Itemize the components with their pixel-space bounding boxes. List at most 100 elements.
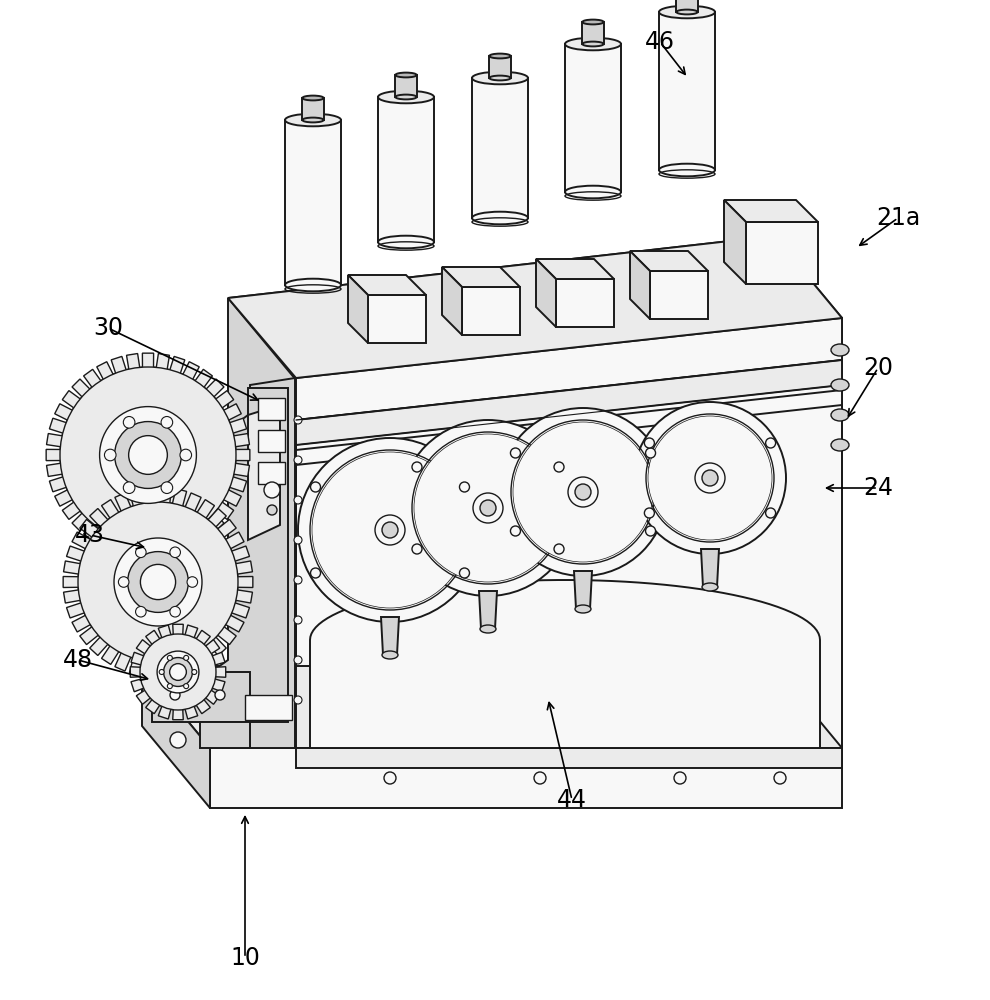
Polygon shape <box>472 78 528 218</box>
Circle shape <box>124 416 135 428</box>
Circle shape <box>511 526 521 536</box>
Circle shape <box>644 508 654 518</box>
Circle shape <box>294 656 302 664</box>
Polygon shape <box>462 287 520 335</box>
Circle shape <box>294 496 302 504</box>
Polygon shape <box>650 271 708 319</box>
Circle shape <box>294 616 302 624</box>
Circle shape <box>170 606 180 617</box>
Ellipse shape <box>831 344 849 356</box>
Circle shape <box>294 416 302 424</box>
Polygon shape <box>556 279 614 327</box>
Ellipse shape <box>831 409 849 421</box>
Circle shape <box>170 732 186 748</box>
Circle shape <box>192 669 197 675</box>
Circle shape <box>140 634 216 710</box>
Circle shape <box>645 526 655 536</box>
Circle shape <box>264 482 280 498</box>
Circle shape <box>167 655 172 660</box>
Circle shape <box>183 655 189 660</box>
Circle shape <box>554 544 564 554</box>
Ellipse shape <box>575 605 591 613</box>
Polygon shape <box>724 200 746 284</box>
Circle shape <box>60 367 236 543</box>
Circle shape <box>311 482 321 492</box>
Ellipse shape <box>480 625 496 633</box>
Polygon shape <box>296 318 842 748</box>
Circle shape <box>187 577 198 587</box>
Circle shape <box>124 482 135 494</box>
Polygon shape <box>701 549 719 587</box>
Circle shape <box>136 606 147 617</box>
Circle shape <box>382 522 398 538</box>
Circle shape <box>161 482 172 494</box>
Ellipse shape <box>472 72 528 84</box>
Ellipse shape <box>659 164 715 176</box>
Circle shape <box>765 438 775 448</box>
Circle shape <box>170 690 180 700</box>
Circle shape <box>169 664 186 680</box>
Circle shape <box>575 484 591 500</box>
Circle shape <box>534 772 546 784</box>
Text: 24: 24 <box>863 476 893 500</box>
Circle shape <box>159 669 164 675</box>
Circle shape <box>473 493 503 523</box>
Circle shape <box>400 420 576 596</box>
Polygon shape <box>152 672 250 722</box>
Ellipse shape <box>378 91 434 103</box>
Circle shape <box>129 436 167 474</box>
Polygon shape <box>676 0 698 12</box>
Polygon shape <box>248 405 280 540</box>
Circle shape <box>119 577 129 587</box>
Text: 44: 44 <box>557 788 587 812</box>
Circle shape <box>513 422 653 562</box>
Polygon shape <box>142 666 842 748</box>
Polygon shape <box>296 318 842 420</box>
Polygon shape <box>250 378 295 748</box>
Circle shape <box>100 407 196 503</box>
Ellipse shape <box>565 186 621 198</box>
Ellipse shape <box>582 42 604 46</box>
Polygon shape <box>479 591 497 629</box>
Circle shape <box>695 463 725 493</box>
Circle shape <box>78 502 238 662</box>
Circle shape <box>163 658 192 686</box>
Circle shape <box>267 505 277 515</box>
Ellipse shape <box>472 212 528 224</box>
Circle shape <box>412 462 422 472</box>
Polygon shape <box>630 251 650 319</box>
Circle shape <box>414 434 562 582</box>
Circle shape <box>644 438 654 448</box>
Circle shape <box>294 696 302 704</box>
Text: 10: 10 <box>230 946 260 970</box>
Ellipse shape <box>285 279 341 291</box>
Circle shape <box>115 422 181 488</box>
Ellipse shape <box>378 236 434 248</box>
Circle shape <box>554 462 564 472</box>
Ellipse shape <box>382 651 398 659</box>
Polygon shape <box>582 22 604 44</box>
Polygon shape <box>442 267 462 335</box>
Polygon shape <box>489 56 511 78</box>
Ellipse shape <box>489 54 511 58</box>
Polygon shape <box>131 624 226 720</box>
Polygon shape <box>210 748 842 808</box>
Text: 46: 46 <box>645 30 675 54</box>
Polygon shape <box>302 98 324 120</box>
Circle shape <box>104 449 116 461</box>
Polygon shape <box>258 462 285 484</box>
Polygon shape <box>245 695 292 720</box>
Polygon shape <box>142 666 210 808</box>
Polygon shape <box>565 44 621 192</box>
Circle shape <box>128 552 188 612</box>
Circle shape <box>311 568 321 578</box>
Circle shape <box>167 684 172 689</box>
Polygon shape <box>442 267 520 287</box>
Circle shape <box>375 515 405 545</box>
Ellipse shape <box>659 6 715 18</box>
Polygon shape <box>285 120 341 285</box>
Circle shape <box>459 482 469 492</box>
Text: 48: 48 <box>63 648 93 672</box>
Polygon shape <box>724 200 818 222</box>
Circle shape <box>114 538 202 626</box>
